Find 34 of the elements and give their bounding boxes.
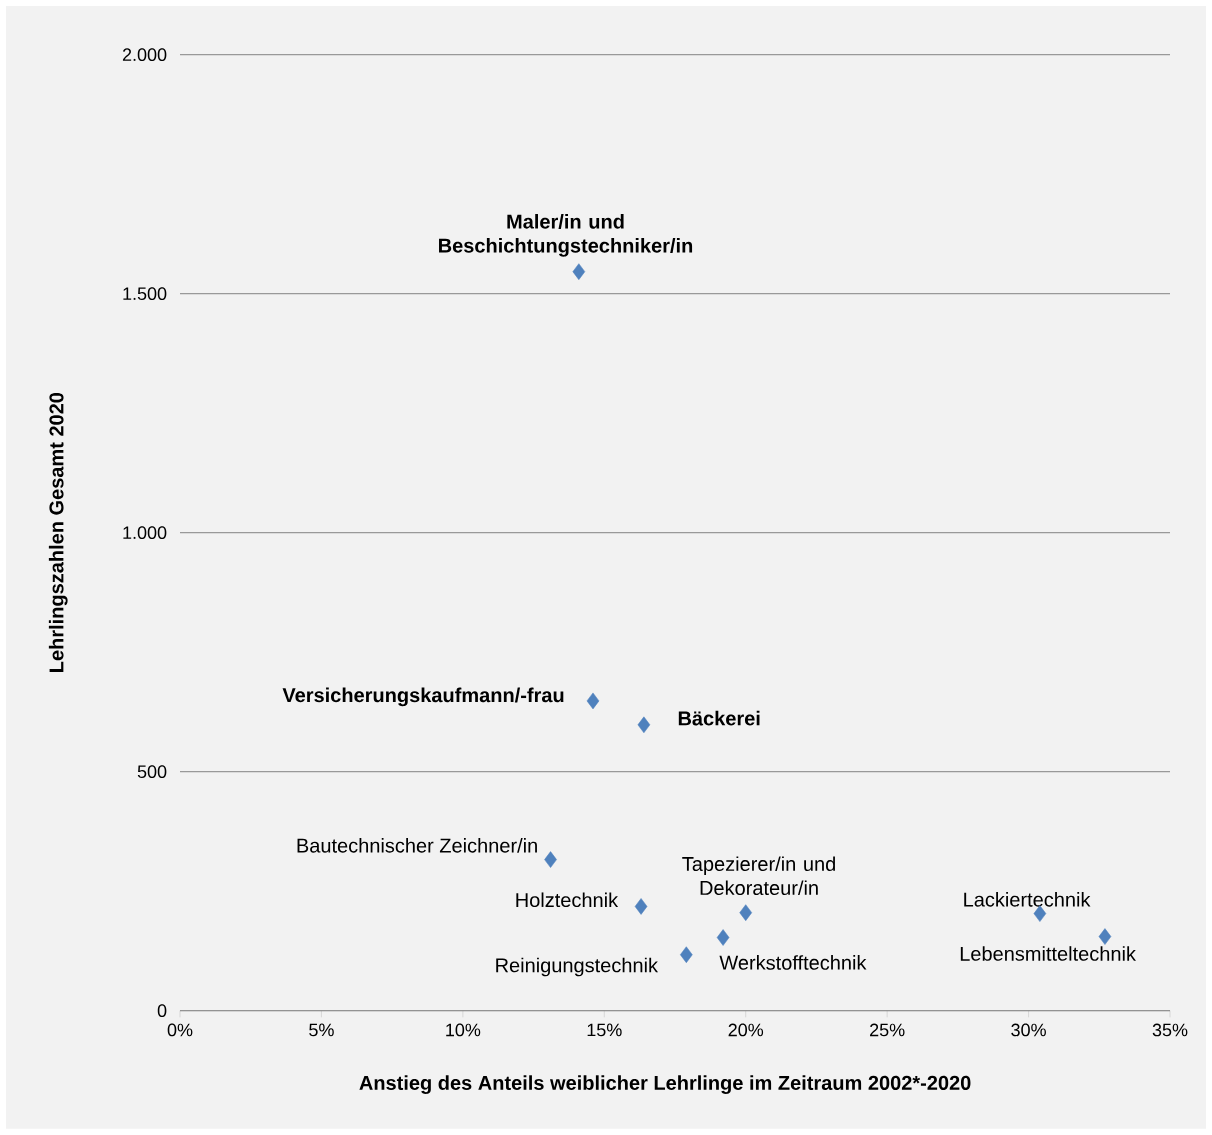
x-tick-label: 0% (167, 1023, 193, 1037)
point (637, 716, 651, 734)
annotation: Holztechnik (516, 892, 619, 908)
annotation: Maler/in und Beschichtungstechniker/in (439, 214, 693, 257)
x-tick-label: 10% (446, 1023, 481, 1037)
point (680, 946, 693, 964)
x-tick-label: 20% (728, 1023, 764, 1037)
point (544, 851, 557, 869)
annotation: Bäckerei (678, 710, 760, 726)
point (586, 692, 600, 710)
annotation: Lebensmitteltechnik (960, 946, 1136, 962)
x-tick-label: 15% (587, 1023, 622, 1037)
y-axis-title: Lehrlingszahlen Gesamt 2020 (48, 393, 68, 673)
x-tick-label: 35% (1152, 1023, 1188, 1037)
y-tick-label: 1.000 (123, 526, 167, 540)
annotation: Versicherungskaufmann/-frau (282, 687, 564, 707)
x-axis-title: Anstieg des Anteils weiblicher Lehrlinge im Zeitraum 2002*-2020 (359, 1075, 971, 1095)
annotation: Lackiertechnik (964, 892, 1091, 907)
y-tick-label: 2.000 (122, 48, 167, 62)
annotation: Tapezierer/in und Dekorateur/in (682, 856, 835, 896)
y-tick-label: 0 (157, 1004, 167, 1018)
x-tick-label: 25% (870, 1023, 905, 1037)
x-tick-label: 5% (309, 1023, 334, 1037)
point (572, 263, 586, 281)
y-tick-label: 500 (137, 765, 167, 779)
point (1098, 928, 1112, 946)
y-tick-label: 1.500 (123, 287, 167, 301)
point (739, 904, 752, 922)
x-tick-label: 30% (1011, 1023, 1046, 1037)
annotation: Werkstofftechnik (719, 955, 867, 970)
annotation: Reinigungstechnik (496, 957, 659, 977)
point (634, 898, 648, 915)
annotation: Bautechnischer Zeichner/in (297, 838, 537, 853)
point (716, 929, 730, 946)
